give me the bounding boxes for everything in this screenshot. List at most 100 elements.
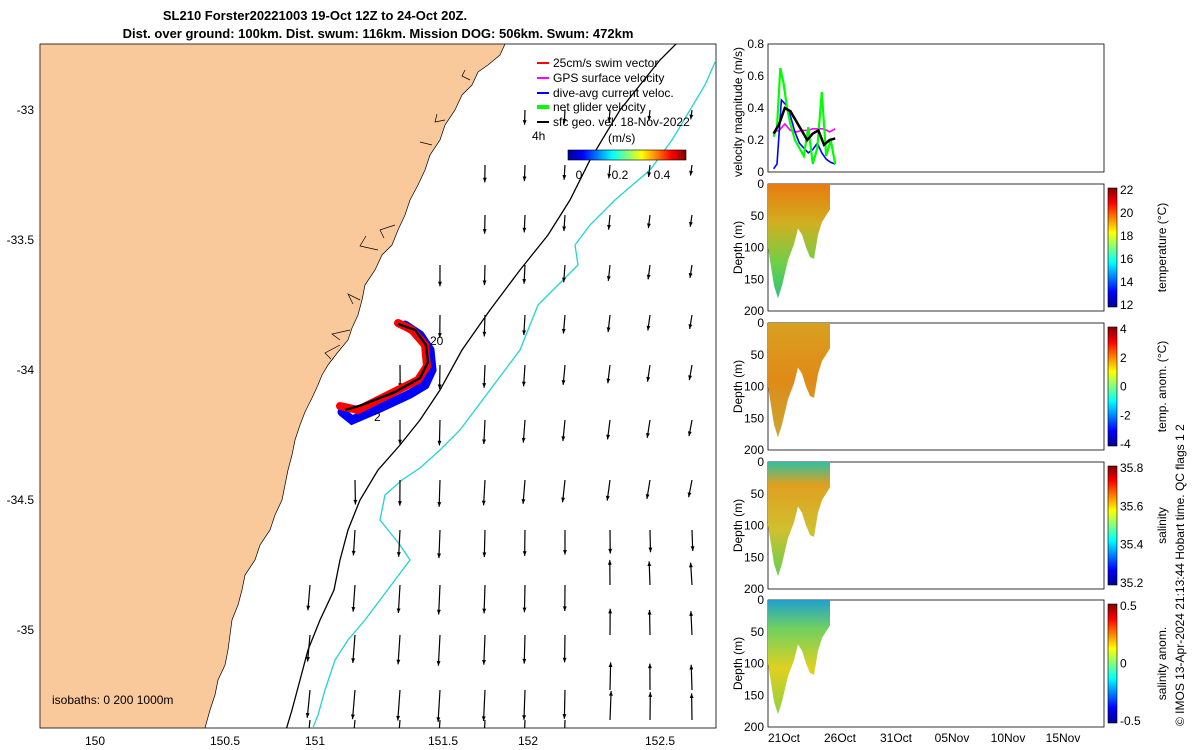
map-x-tick: 150 <box>85 734 105 748</box>
flow-arrowhead <box>396 552 401 557</box>
velocity-ylabel: velocity magnitude (m/s) <box>731 47 745 177</box>
plot-title-line2: Dist. over ground: 100km. Dist. swum: 11… <box>123 26 634 41</box>
flow-arrowhead <box>608 691 613 696</box>
flow-arrowhead <box>437 333 442 338</box>
flow-arrowhead <box>607 560 612 565</box>
flow-arrowhead <box>482 280 487 286</box>
depth-tick: 0 <box>757 455 764 469</box>
map-y-tick: -33.5 <box>7 233 35 247</box>
section-colorbar <box>1107 326 1118 447</box>
date-tick: 31Oct <box>880 731 913 745</box>
estuary-lines <box>324 69 471 360</box>
depth-tick: 0 <box>757 316 764 330</box>
map-legend: 25cm/s swim vector GPS surface velocity … <box>532 56 690 182</box>
date-tick: 21Oct <box>768 731 801 745</box>
velocity-y-tick: 0.8 <box>747 37 764 51</box>
flow-arrow <box>483 719 486 728</box>
flow-arrow <box>437 634 441 666</box>
depth-tick: 50 <box>751 625 765 639</box>
flow-arrowhead <box>482 439 486 445</box>
colorbar-tick: 35.2 <box>1120 576 1144 590</box>
track-label-2: 2 <box>374 410 381 424</box>
flow-arrowhead <box>562 606 567 612</box>
legend-gps-velocity: GPS surface velocity <box>553 71 664 85</box>
section-data-fill <box>768 323 830 438</box>
map-colorbar <box>567 149 687 161</box>
colorbar-label: salinity anom. <box>1155 627 1169 700</box>
flow-arrow <box>437 689 441 723</box>
flow-arrowhead <box>562 714 567 719</box>
flow-arrowhead <box>605 495 610 501</box>
flow-arrow <box>563 689 566 719</box>
colorbar-tick: 22 <box>1120 183 1134 197</box>
flow-arrowhead <box>606 327 611 333</box>
flow-arrowhead <box>647 561 652 567</box>
colorbar-tick: 16 <box>1120 252 1134 266</box>
flow-arrowhead <box>482 659 486 665</box>
flow-arrowhead <box>481 716 486 721</box>
flow-arrowhead <box>688 375 693 381</box>
section-data-fill <box>768 600 830 715</box>
date-tick: 15Nov <box>1046 731 1081 745</box>
flow-arrowhead <box>646 274 651 280</box>
velocity-y-tick: 0.6 <box>747 69 764 83</box>
flow-arrowhead <box>607 224 611 230</box>
flow-arrow <box>397 584 401 614</box>
flow-arrowhead <box>689 170 694 176</box>
section-colorbar <box>1107 603 1118 724</box>
colorbar-tick: -0.5 <box>1120 714 1141 728</box>
flow-arrowhead <box>561 497 566 503</box>
flow-arrow <box>351 689 356 720</box>
isobath-200 <box>285 44 677 728</box>
map-x-tick: 151.5 <box>428 734 458 748</box>
flow-arrowhead <box>437 553 442 559</box>
flow-arrowhead <box>436 609 441 615</box>
depth-tick: 150 <box>744 272 764 286</box>
colorbar-tick: -2 <box>1120 408 1131 422</box>
flow-arrowhead <box>521 437 526 443</box>
flow-arrowhead <box>398 439 402 445</box>
flow-arrowhead <box>522 551 527 556</box>
flow-arrow <box>523 689 526 720</box>
colorbar-tick: -4 <box>1120 437 1131 451</box>
flow-arrowhead <box>437 440 442 446</box>
flow-arrowhead <box>397 501 402 506</box>
flow-arrow <box>398 719 401 728</box>
map-x-tick: 151 <box>305 734 325 748</box>
colorbar-label: temp. anom. (°C) <box>1155 341 1169 433</box>
track-label-20: 20 <box>430 334 444 348</box>
section-data-fill <box>768 184 830 299</box>
flow-arrowhead <box>688 221 693 227</box>
flow-arrowhead <box>562 657 567 663</box>
flow-arrow <box>308 719 311 728</box>
flow-arrowhead <box>562 226 567 232</box>
map-x-axis: 150 150.5 151 151.5 152 152.5 <box>85 734 675 748</box>
velocity-series-line <box>772 106 836 147</box>
velocity-frame <box>767 43 1105 173</box>
colorbar-tick: 0.5 <box>1120 599 1137 613</box>
plot-title-line1: SL210 Forster20221003 19-Oct 12Z to 24-O… <box>163 8 467 23</box>
flow-arrowhead <box>562 118 567 124</box>
velocity-y-tick: 0.4 <box>747 101 764 115</box>
flow-arrowhead <box>647 172 652 177</box>
flow-arrowhead <box>648 547 653 553</box>
flow-arrowhead <box>608 662 613 668</box>
flow-arrowhead <box>306 656 310 662</box>
legend-net-glider-velocity: net glider velocity <box>553 100 646 114</box>
map-y-axis: -33 -33.5 -34 -34.5 -35 <box>7 103 35 637</box>
flow-arrowhead <box>482 552 487 558</box>
flow-arrowhead <box>482 177 487 183</box>
flow-arrowhead <box>522 330 527 336</box>
colorbar-tick: 0 <box>1120 380 1127 394</box>
depth-tick: 100 <box>744 519 764 533</box>
velocity-series-line <box>772 98 836 170</box>
depth-tick: 100 <box>744 657 764 671</box>
flow-arrowhead <box>522 658 527 664</box>
flow-arrow <box>397 689 401 721</box>
section-colorbar <box>1107 465 1118 586</box>
map-y-tick: -34.5 <box>7 493 35 507</box>
flow-arrowhead <box>482 331 487 337</box>
depth-tick: 50 <box>751 487 765 501</box>
velocity-y-axis: 0 0.2 0.4 0.6 0.8 <box>747 37 764 179</box>
flow-arrowhead <box>436 717 441 722</box>
